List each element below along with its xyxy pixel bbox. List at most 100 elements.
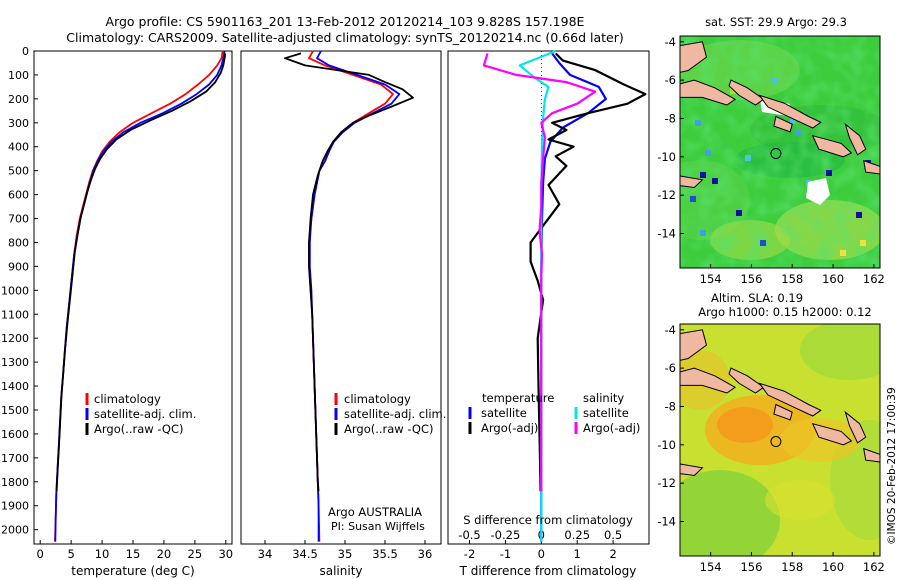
sst-pixel <box>860 240 866 246</box>
sst-pixel <box>690 196 696 202</box>
x-tick-label: 2 <box>609 547 616 561</box>
map-y-tick-label: -12 <box>657 188 676 202</box>
map-y-tick-label: -6 <box>665 73 676 87</box>
difference-legend: temperature salinity satellite Argo(-adj… <box>468 391 640 435</box>
land-islands <box>680 329 880 477</box>
map-y-tick-label: -6 <box>665 361 676 375</box>
map-x-tick-label: 160 <box>822 560 844 574</box>
x-tick-label: 36 <box>418 547 433 561</box>
temperature-series <box>54 50 227 542</box>
top-tick-label: 0.25 <box>564 528 590 542</box>
sla-map-frame <box>679 323 881 557</box>
x-tick-label: 15 <box>126 547 141 561</box>
temperature-panel: 0100200300400500600700800900100011001200… <box>1 45 452 578</box>
sst-pixel <box>695 120 701 126</box>
depth-axis: 0 100 200 300 400 500 600 700 800 900 1000 1100 1200… <box>1 45 452 537</box>
sst-pixel <box>730 88 736 94</box>
sla-map-title-line2: Argo h1000: 0.15 h2000: 0.12 <box>698 305 871 319</box>
map-y-tick-label: -14 <box>657 514 676 528</box>
map-y-tick-label: -10 <box>657 150 676 164</box>
map-y-tick-label: -12 <box>657 476 676 490</box>
depth-tick-label: 1600 <box>1 428 29 441</box>
series-line-s-argo-adj <box>482 53 597 492</box>
depth-tick-label: 1100 <box>1 308 29 321</box>
top-tick-label: -0.25 <box>491 528 521 542</box>
difference-x-axis: -2 -1 0 1 2-0.5 -0.25 0 0.25 0.5 <box>458 528 622 561</box>
legend-header-salinity: salinity <box>583 391 624 405</box>
sst-pixel <box>705 150 711 156</box>
salinity-axes-frame <box>240 50 442 545</box>
salinity-x-label: salinity <box>319 564 362 578</box>
map-x-tick-label: 156 <box>740 560 762 574</box>
x-tick-label: 35.5 <box>372 547 398 561</box>
cloud-gap <box>806 178 830 205</box>
land-islands <box>680 41 880 189</box>
depth-tick-label: 100 <box>8 69 29 82</box>
agency-label: Argo AUSTRALIA <box>328 505 422 519</box>
map-x-tick-label: 162 <box>863 272 885 286</box>
argo-float-marker <box>770 148 782 160</box>
depth-tick-label: 200 <box>8 93 29 106</box>
sst-pixel <box>745 155 751 161</box>
sst-pixel <box>840 250 846 256</box>
pi-label: PI: Susan Wijffels <box>331 520 425 533</box>
island <box>728 367 765 394</box>
sla-map-title-line1: Altim. SLA: 0.19 <box>711 291 803 305</box>
x-tick-label: 25 <box>188 547 203 561</box>
imos-watermark: ©IMOS 20-Feb-2012 17:00:39 <box>886 387 898 545</box>
map-x-tick-label: 158 <box>781 560 803 574</box>
depth-tick-label: 300 <box>8 117 29 130</box>
depth-tick-label: 1900 <box>1 500 29 513</box>
depth-tick-label: 1700 <box>1 452 29 465</box>
temperature-legend: climatology satellite-adj. clim. Argo(..… <box>85 392 196 436</box>
depth-tick-label: 1500 <box>1 404 29 417</box>
map-x-tick-label: 154 <box>700 560 722 574</box>
sst-pixel <box>790 118 796 124</box>
depth-tick-label: 1000 <box>1 284 29 297</box>
sst-pixel <box>712 178 718 184</box>
sst-map: sat. SST: 29.9 Argo: 29.3 154 156 158 160 16… <box>657 15 885 286</box>
depth-tick-label: 400 <box>8 141 29 154</box>
sst-pixel <box>700 172 706 178</box>
island <box>680 367 737 394</box>
island <box>758 382 822 417</box>
island <box>844 122 867 156</box>
x-tick-label: 0 <box>538 547 545 561</box>
top-tick-label: -0.5 <box>458 528 480 542</box>
sst-pixel <box>700 230 706 236</box>
x-tick-label: 1 <box>574 547 581 561</box>
legend-label-climatology: climatology <box>344 392 411 406</box>
island <box>680 175 704 189</box>
legend-label-climatology: climatology <box>94 392 161 406</box>
island <box>758 94 822 129</box>
legend-label-satellite: satellite-adj. clim. <box>344 407 446 421</box>
sla-map-axes: 154 156 158 160 162 -4 -6 -8 -10 -12 -14 <box>657 323 885 574</box>
island <box>680 79 737 106</box>
x-tick-label: 34.5 <box>292 547 318 561</box>
island <box>680 463 704 477</box>
legend-label-sal-satellite: satellite <box>583 406 629 420</box>
map-x-tick-label: 160 <box>822 272 844 286</box>
island <box>863 159 880 175</box>
salinity-series <box>284 50 414 542</box>
x-tick-label: -1 <box>500 547 511 561</box>
legend-header-temperature: temperature <box>482 391 554 405</box>
x-tick-label: 35 <box>338 547 353 561</box>
figure-title-line1: Argo profile: CS 5901163_201 13-Feb-2012… <box>106 14 585 29</box>
x-tick-label: -2 <box>464 547 475 561</box>
map-x-tick-label: 162 <box>863 560 885 574</box>
map-y-tick-label: -14 <box>657 226 676 240</box>
island <box>728 79 765 106</box>
depth-tick-label: 1800 <box>1 476 29 489</box>
legend-label-satellite: satellite-adj. clim. <box>94 407 196 421</box>
legend-label-argo: Argo(..raw -QC) <box>344 422 434 436</box>
sst-map-frame <box>679 35 881 269</box>
salinity-panel: 34 34.5 35 35.5 36 climatology satellite-adj… <box>240 50 446 578</box>
sst-pixel <box>826 170 832 176</box>
depth-tick-label: 800 <box>8 236 29 249</box>
map-y-tick-label: -8 <box>665 111 676 125</box>
map-y-tick-label: -8 <box>665 399 676 413</box>
sst-pixel <box>795 130 801 136</box>
depth-tick-label: 900 <box>8 260 29 273</box>
